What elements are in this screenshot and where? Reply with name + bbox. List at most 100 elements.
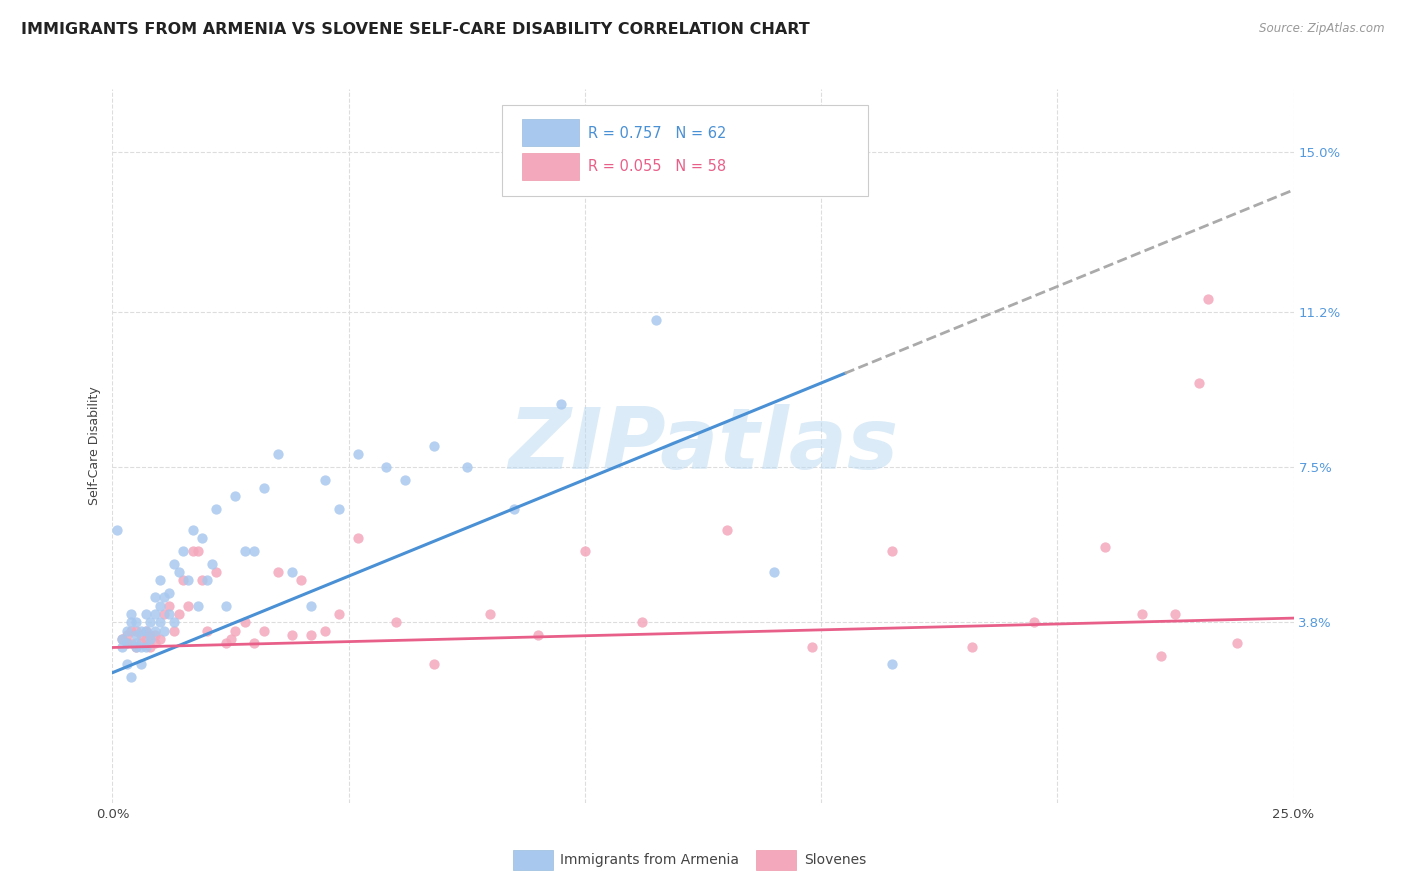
- Text: Immigrants from Armenia: Immigrants from Armenia: [560, 853, 738, 867]
- Point: [644, 313, 666, 327]
- Point: [149, 599, 172, 613]
- Point: [526, 628, 548, 642]
- Point: [120, 615, 142, 630]
- Point: [157, 599, 180, 613]
- Text: IMMIGRANTS FROM ARMENIA VS SLOVENE SELF-CARE DISABILITY CORRELATION CHART: IMMIGRANTS FROM ARMENIA VS SLOVENE SELF-…: [21, 22, 810, 37]
- Point: [243, 544, 266, 558]
- Point: [157, 607, 180, 621]
- Point: [205, 502, 228, 516]
- Point: [167, 565, 190, 579]
- Point: [153, 624, 176, 638]
- Point: [153, 607, 176, 621]
- Point: [253, 624, 276, 638]
- Point: [125, 624, 148, 638]
- Point: [503, 502, 526, 516]
- Point: [177, 574, 200, 588]
- Point: [479, 607, 502, 621]
- Text: R = 0.757   N = 62: R = 0.757 N = 62: [589, 126, 727, 141]
- Point: [129, 628, 152, 642]
- Point: [1130, 607, 1153, 621]
- Point: [135, 624, 157, 638]
- Point: [120, 636, 142, 650]
- Point: [224, 489, 246, 503]
- Point: [422, 439, 444, 453]
- Point: [1094, 540, 1116, 554]
- Point: [177, 599, 200, 613]
- Point: [163, 615, 186, 630]
- Point: [281, 628, 304, 642]
- Point: [281, 565, 304, 579]
- Point: [267, 565, 290, 579]
- Point: [125, 640, 148, 655]
- Point: [1022, 615, 1045, 630]
- Text: ZIPatlas: ZIPatlas: [508, 404, 898, 488]
- Point: [375, 460, 398, 475]
- Point: [129, 636, 152, 650]
- Point: [120, 670, 142, 684]
- Point: [762, 565, 785, 579]
- Point: [195, 574, 218, 588]
- Point: [630, 615, 652, 630]
- Point: [172, 574, 194, 588]
- Point: [233, 544, 256, 558]
- Point: [129, 640, 152, 655]
- Text: R = 0.055   N = 58: R = 0.055 N = 58: [589, 160, 727, 175]
- Bar: [522, 120, 579, 146]
- Point: [574, 544, 596, 558]
- Point: [233, 615, 256, 630]
- Point: [139, 632, 162, 646]
- Point: [800, 640, 823, 655]
- Point: [186, 599, 208, 613]
- Point: [191, 574, 214, 588]
- Point: [153, 590, 176, 604]
- Point: [115, 657, 138, 672]
- Point: [1164, 607, 1187, 621]
- Point: [224, 624, 246, 638]
- Point: [149, 574, 172, 588]
- Point: [191, 532, 214, 546]
- Point: [422, 657, 444, 672]
- Point: [347, 532, 370, 546]
- Point: [1226, 636, 1249, 650]
- Point: [219, 632, 242, 646]
- Point: [181, 523, 204, 537]
- Point: [299, 628, 322, 642]
- Point: [186, 544, 208, 558]
- Point: [243, 636, 266, 650]
- Point: [195, 624, 218, 638]
- Point: [125, 636, 148, 650]
- Point: [1150, 648, 1173, 663]
- Point: [385, 615, 408, 630]
- Text: Source: ZipAtlas.com: Source: ZipAtlas.com: [1260, 22, 1385, 36]
- Point: [157, 586, 180, 600]
- Point: [135, 607, 157, 621]
- Point: [456, 460, 478, 475]
- Point: [143, 590, 166, 604]
- Text: Slovenes: Slovenes: [804, 853, 866, 867]
- Point: [167, 607, 190, 621]
- Point: [129, 657, 152, 672]
- FancyBboxPatch shape: [502, 105, 869, 196]
- Point: [181, 544, 204, 558]
- Point: [115, 628, 138, 642]
- Point: [314, 624, 336, 638]
- Point: [143, 628, 166, 642]
- Point: [1198, 292, 1220, 306]
- Point: [267, 447, 290, 461]
- Point: [125, 640, 148, 655]
- Point: [394, 473, 416, 487]
- Point: [215, 636, 238, 650]
- Point: [139, 628, 162, 642]
- Point: [105, 523, 128, 537]
- Point: [205, 565, 228, 579]
- Point: [143, 624, 166, 638]
- Point: [115, 636, 138, 650]
- Point: [111, 640, 134, 655]
- Point: [129, 624, 152, 638]
- Point: [215, 599, 238, 613]
- Point: [111, 632, 134, 646]
- Point: [120, 607, 142, 621]
- Point: [1188, 376, 1211, 390]
- Point: [111, 632, 134, 646]
- Point: [314, 473, 336, 487]
